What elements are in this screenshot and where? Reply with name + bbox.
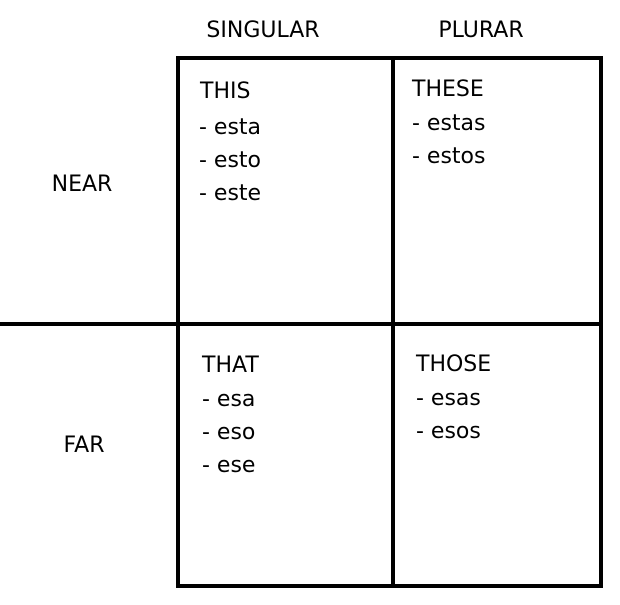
cell-item-esa: - esa (202, 387, 256, 412)
cell-item-esta: - esta (199, 115, 262, 140)
cell-title-those: THOSE (416, 352, 492, 377)
row-label-far: FAR (63, 433, 105, 458)
cell-title-that: THAT (202, 353, 259, 378)
cell-item-esas: - esas (416, 386, 481, 411)
cell-item-eso: - eso (202, 420, 256, 445)
cell-item-estas: - estas (412, 111, 486, 136)
cell-item-esos: - esos (416, 419, 481, 444)
cell-item-estos: - estos (412, 144, 486, 169)
cell-title-these: THESE (412, 77, 484, 102)
cell-item-ese: - ese (202, 453, 256, 478)
grid-middle-horizontal (0, 322, 603, 326)
cell-item-este: - este (199, 181, 262, 206)
cell-title-this: THIS (200, 79, 251, 104)
grid-top-border (176, 56, 603, 60)
grid-bottom-border (176, 584, 603, 588)
column-header-plural: PLURAR (438, 18, 524, 43)
column-header-singular: SINGULAR (206, 18, 320, 43)
cell-item-esto: - esto (199, 148, 262, 173)
row-label-near: NEAR (51, 172, 113, 197)
